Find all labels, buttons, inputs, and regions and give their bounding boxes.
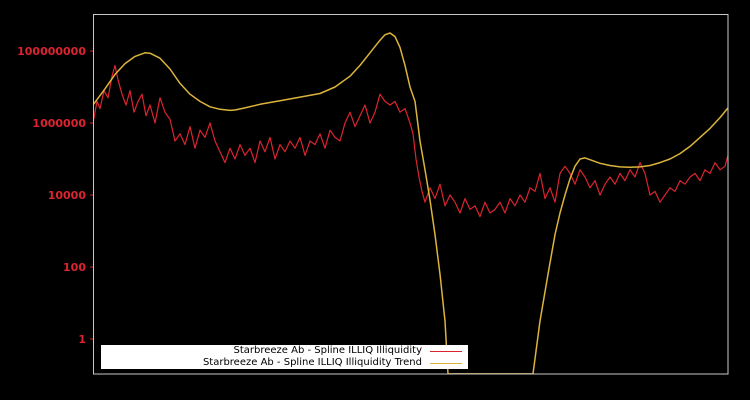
legend-swatch-yellow [430,362,462,364]
y-axis: 100000000 1000000 10000 100 1 [17,45,93,346]
legend-label: Starbreeze Ab - Spline ILLIQ Illiquidity [233,345,422,356]
legend-item-trend: Starbreeze Ab - Spline ILLIQ Illiquidity… [101,357,468,369]
legend: Starbreeze Ab - Spline ILLIQ Illiquidity… [101,345,468,369]
y-tick-label: 100000000 [17,45,86,58]
plot-frame [93,14,729,375]
y-tick-label: 100 [63,261,86,274]
y-tick-label: 10000 [48,189,87,202]
legend-swatch-red [430,350,462,352]
legend-label: Starbreeze Ab - Spline ILLIQ Illiquidity… [202,357,422,368]
illiquidity-trend-line [94,32,728,374]
legend-item-illiquidity: Starbreeze Ab - Spline ILLIQ Illiquidity [101,345,468,357]
y-tick-label: 1000000 [32,117,86,130]
illiquidity-line [94,64,728,218]
y-tick-label: 1 [78,333,86,346]
